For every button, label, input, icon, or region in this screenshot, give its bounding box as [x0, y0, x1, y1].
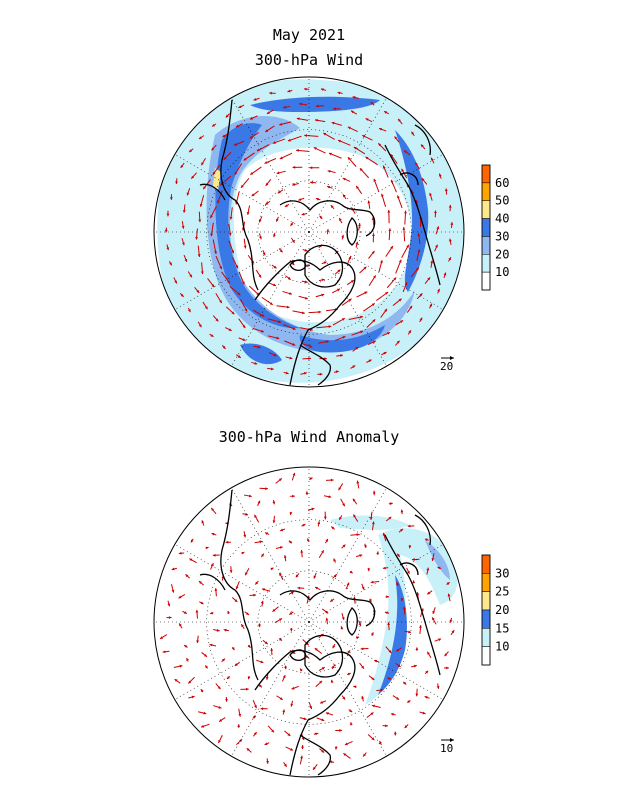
colorbar-swatch — [481, 554, 491, 574]
month-title: May 2021 — [273, 26, 345, 44]
colorbar-anomaly: 30 25 20 15 10 — [481, 554, 509, 666]
wind-jet-southwest — [240, 343, 282, 365]
panel-anomaly-map — [154, 467, 464, 777]
panel-wind-map — [154, 77, 464, 387]
colorbar-swatch — [481, 182, 491, 201]
colorbar-label: 15 — [495, 621, 509, 635]
panel-wind: 300-hPa Wind 60 50 40 30 20 10 — [153, 51, 509, 388]
coastlines — [199, 99, 441, 386]
colorbar-swatch — [481, 218, 491, 237]
svg-text:10: 10 — [440, 742, 453, 755]
colorbar-label: 30 — [495, 229, 509, 243]
colorbar-label: 20 — [495, 603, 509, 617]
colorbar-swatch — [481, 628, 491, 647]
anomaly-shade-15-20-east — [425, 540, 450, 580]
lat-lon-grid — [154, 467, 464, 777]
colorbar-swatch — [481, 646, 491, 666]
lat-lon-grid — [154, 77, 464, 387]
colorbar-swatch — [481, 609, 491, 629]
anomaly-vectors — [159, 472, 455, 771]
colorbar-label: 10 — [495, 265, 509, 279]
panel-anomaly-title: 300-hPa Wind Anomaly — [219, 428, 400, 446]
colorbar-swatch — [481, 200, 491, 219]
colorbar-label: 30 — [495, 566, 509, 580]
colorbar-label: 40 — [495, 212, 509, 226]
colorbar-label: 20 — [495, 247, 509, 261]
reference-vector-anomaly: 10 — [440, 738, 454, 755]
colorbar-label: 60 — [495, 176, 509, 190]
colorbar-swatch — [481, 236, 491, 255]
colorbar-swatch — [481, 573, 491, 592]
anomaly-shade-10-15 — [365, 528, 458, 705]
wind-jet-south — [299, 325, 385, 353]
map-boundary — [153, 76, 465, 388]
coastlines — [199, 489, 441, 776]
colorbar-wind: 60 50 40 30 20 10 — [481, 164, 509, 291]
panel-wind-title: 300-hPa Wind — [255, 51, 363, 69]
anomaly-shade-15-20 — [378, 575, 407, 695]
colorbar-label: 50 — [495, 194, 509, 208]
colorbar-label: 25 — [495, 585, 509, 599]
wind-shade-interior — [233, 147, 412, 323]
svg-text:20: 20 — [440, 360, 453, 373]
reference-vector-wind: 20 — [440, 356, 454, 373]
wind-jet-north — [250, 96, 380, 112]
colorbar-swatch — [481, 254, 491, 273]
map-boundary — [153, 466, 465, 778]
wind-jet-core — [215, 123, 300, 329]
panel-anomaly: 300-hPa Wind Anomaly 30 25 20 15 10 10 — [153, 428, 509, 778]
wind-vectors — [164, 87, 454, 376]
colorbar-swatch — [481, 164, 491, 184]
colorbar-swatch — [481, 591, 491, 611]
colorbar-label: 10 — [495, 640, 509, 654]
colorbar-swatch — [481, 271, 491, 291]
